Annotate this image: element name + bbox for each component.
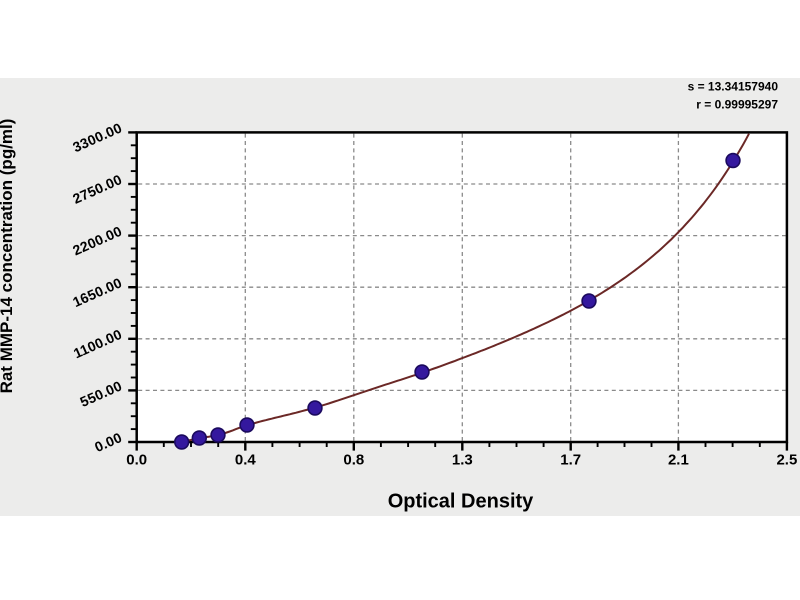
svg-text:0.8: 0.8 [343,452,364,469]
svg-text:r = 0.99995297: r = 0.99995297 [696,98,778,112]
svg-text:0.00: 0.00 [92,429,124,455]
svg-text:3300.00: 3300.00 [70,120,124,156]
svg-text:Rat MMP-14 concentration (pg/m: Rat MMP-14 concentration (pg/ml) [0,119,16,394]
svg-text:Optical Density: Optical Density [388,491,534,513]
svg-text:550.00: 550.00 [77,378,124,411]
svg-text:1650.00: 1650.00 [70,274,124,310]
svg-text:s = 13.34157940: s = 13.34157940 [688,80,779,94]
svg-text:2.1: 2.1 [668,452,689,469]
svg-text:2.5: 2.5 [776,452,797,469]
svg-text:0.4: 0.4 [235,452,257,469]
svg-text:2200.00: 2200.00 [70,223,124,259]
svg-text:1.7: 1.7 [560,452,581,469]
svg-text:0.0: 0.0 [126,452,147,469]
svg-text:1100.00: 1100.00 [71,326,124,361]
svg-text:2750.00: 2750.00 [70,171,124,207]
svg-text:1.3: 1.3 [452,452,473,469]
